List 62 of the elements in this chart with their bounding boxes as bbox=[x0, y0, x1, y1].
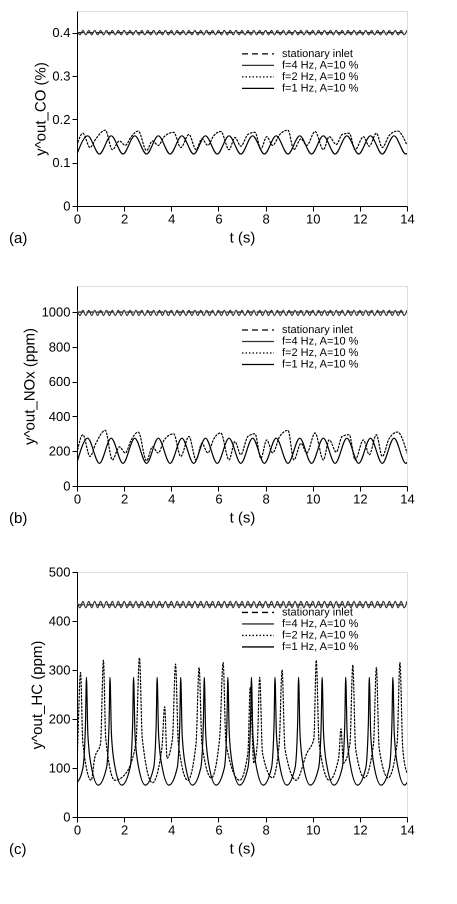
text: (c) bbox=[9, 841, 26, 858]
y-tick-label: 0.2 bbox=[52, 112, 70, 127]
x-axis-title: t (s) bbox=[230, 230, 256, 246]
legend-label: f=1 Hz, A=10 % bbox=[282, 82, 359, 94]
x-tick-label: 14 bbox=[400, 212, 415, 226]
x-tick-label: 6 bbox=[215, 822, 223, 838]
x-tick-label: 8 bbox=[262, 212, 270, 226]
y-tick-label: 0.4 bbox=[52, 25, 70, 40]
x-tick-label: 12 bbox=[353, 492, 368, 506]
legend-label: f=1 Hz, A=10 % bbox=[282, 358, 359, 370]
x-tick-label: 10 bbox=[306, 212, 320, 226]
y-tick-label: 600 bbox=[48, 374, 70, 390]
legend-label: stationary inlet bbox=[282, 48, 353, 60]
y-tick-label: 0 bbox=[63, 198, 70, 214]
y-tick-label: 400 bbox=[48, 614, 70, 628]
y-tick-label: 500 bbox=[48, 564, 70, 580]
legend-label: f=2 Hz, A=10 % bbox=[282, 629, 359, 642]
y-tick-label: 100 bbox=[48, 760, 70, 776]
x-tick-label: 6 bbox=[215, 492, 223, 506]
y-tick-label: 0 bbox=[63, 478, 70, 494]
x-tick-label: 8 bbox=[262, 492, 270, 506]
y-tick-label: 300 bbox=[48, 662, 70, 678]
x-tick-label: 0 bbox=[74, 492, 82, 506]
x-tick-label: 2 bbox=[121, 822, 128, 838]
legend-label: stationary inlet bbox=[282, 324, 353, 336]
legend-label: stationary inlet bbox=[282, 606, 353, 618]
legend-label: f=4 Hz, A=10 % bbox=[282, 336, 359, 348]
y-axis-title: y^out_HC (ppm) bbox=[28, 640, 46, 750]
y-tick-label: 0.1 bbox=[52, 155, 70, 170]
x-tick-label: 6 bbox=[215, 212, 223, 226]
legend-label: f=4 Hz, A=10 % bbox=[282, 618, 359, 630]
y-axis-title: y^out_NOx (ppm) bbox=[22, 328, 39, 446]
x-tick-label: 0 bbox=[74, 822, 82, 838]
y-tick-label: 1000 bbox=[42, 304, 70, 320]
x-axis-title: t (s) bbox=[230, 510, 256, 526]
text: (b) bbox=[9, 510, 28, 527]
legend-label: f=1 Hz, A=10 % bbox=[282, 640, 359, 653]
legend-label: f=2 Hz, A=10 % bbox=[282, 70, 359, 83]
x-tick-label: 10 bbox=[306, 822, 320, 838]
x-tick-label: 12 bbox=[353, 212, 368, 226]
y-axis-title: y^out_CO (%) bbox=[32, 62, 50, 156]
y-tick-label: 400 bbox=[48, 408, 70, 424]
y-tick-label: 0.3 bbox=[52, 68, 70, 84]
y-tick-label: 800 bbox=[48, 339, 70, 354]
x-tick-label: 10 bbox=[306, 492, 320, 506]
x-tick-label: 4 bbox=[168, 212, 176, 226]
x-tick-label: 4 bbox=[168, 492, 176, 506]
y-tick-label: 0 bbox=[63, 810, 70, 824]
x-tick-label: 2 bbox=[121, 212, 128, 226]
x-tick-label: 4 bbox=[168, 822, 176, 838]
x-tick-label: 8 bbox=[262, 822, 270, 838]
x-axis-title: t (s) bbox=[230, 840, 256, 858]
legend-label: f=2 Hz, A=10 % bbox=[282, 347, 359, 359]
text: (a) bbox=[9, 230, 28, 247]
y-tick-label: 200 bbox=[48, 712, 70, 726]
y-tick-label: 200 bbox=[48, 444, 70, 459]
x-tick-label: 14 bbox=[400, 822, 415, 838]
legend-label: f=4 Hz, A=10 % bbox=[282, 59, 359, 72]
x-tick-label: 14 bbox=[400, 492, 415, 506]
x-tick-label: 0 bbox=[74, 212, 82, 226]
x-tick-label: 2 bbox=[121, 492, 128, 506]
x-tick-label: 12 bbox=[353, 822, 368, 838]
